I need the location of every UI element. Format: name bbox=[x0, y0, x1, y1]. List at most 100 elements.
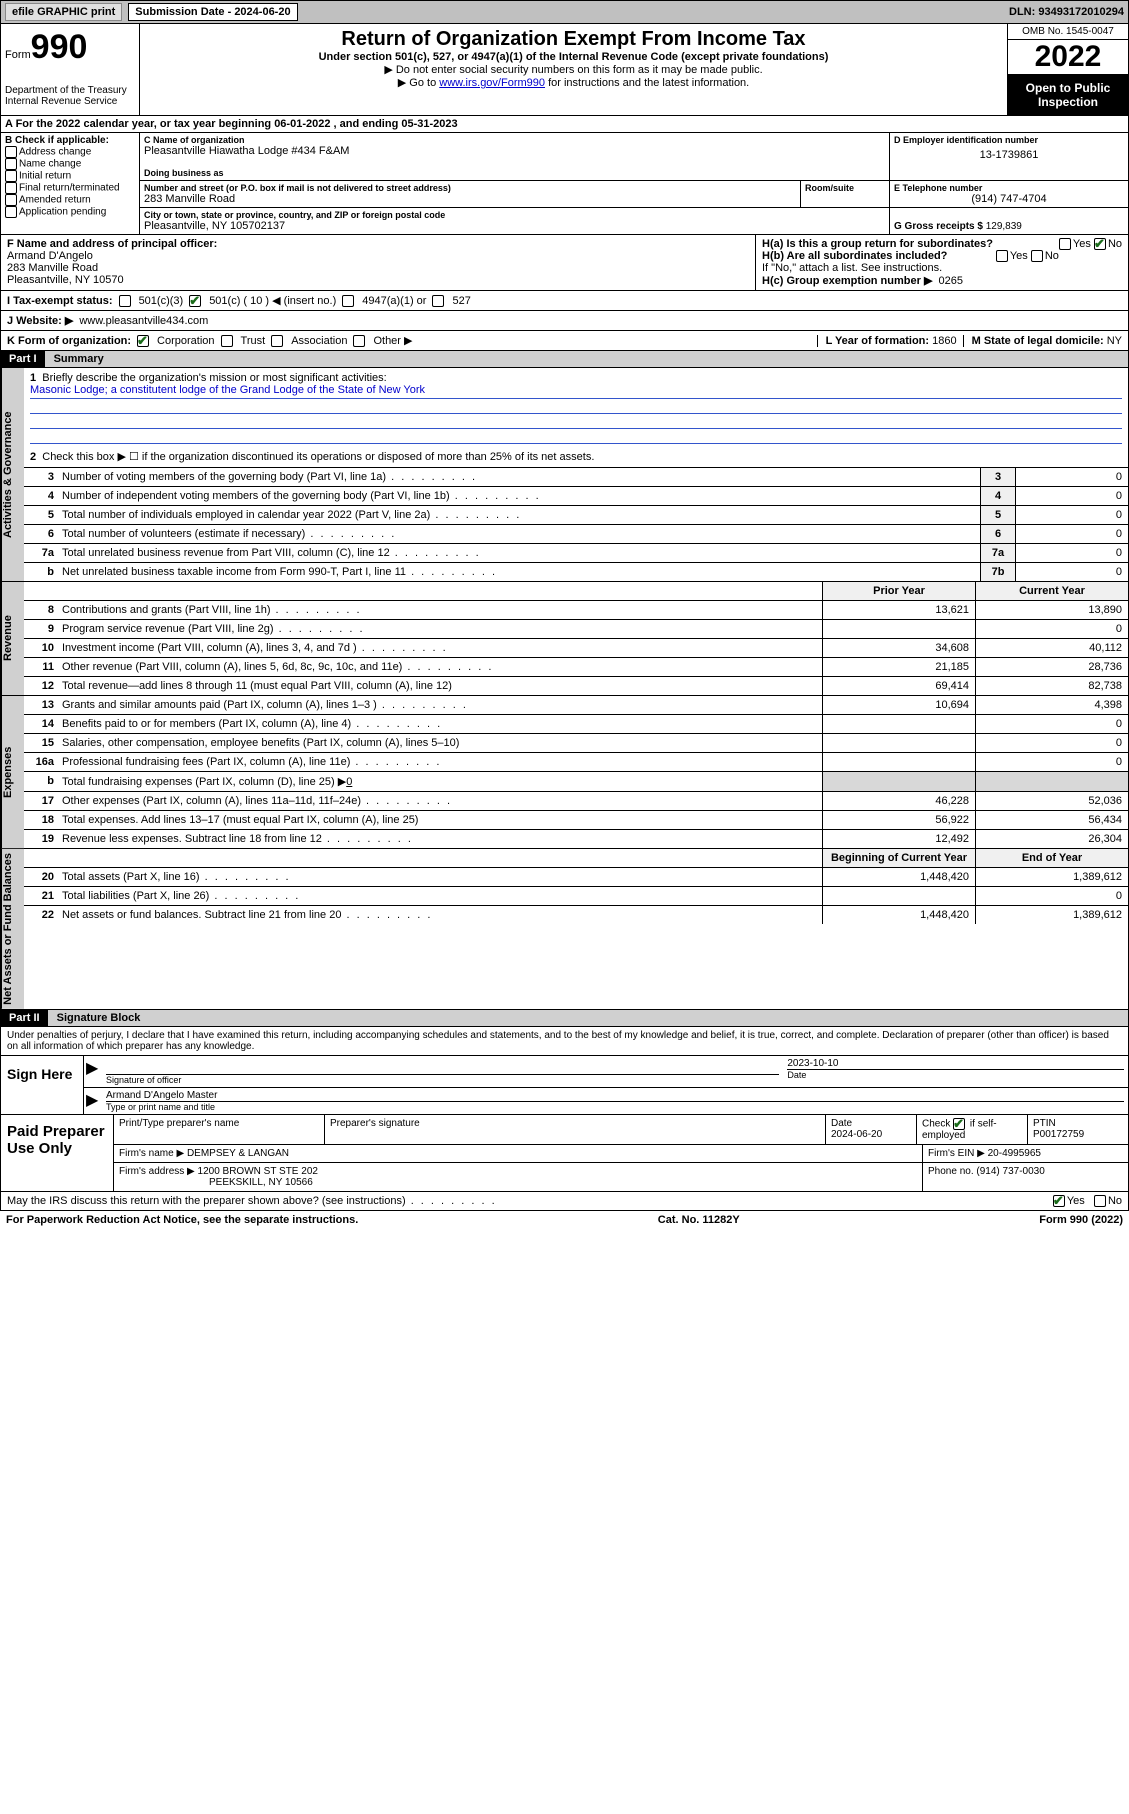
e20: 1,389,612 bbox=[975, 868, 1128, 886]
ha-yes: Yes bbox=[1073, 238, 1091, 250]
form-title-block: Return of Organization Exempt From Incom… bbox=[140, 24, 1008, 115]
b-opt-1: Name change bbox=[19, 159, 81, 170]
c9: 0 bbox=[975, 620, 1128, 638]
k-opt-0: Corporation bbox=[157, 335, 214, 347]
checkbox-527[interactable] bbox=[432, 295, 444, 307]
firm-ein-label: Firm's EIN ▶ bbox=[928, 1148, 985, 1159]
checkbox-ha-no[interactable] bbox=[1094, 238, 1106, 250]
checkbox-association[interactable] bbox=[271, 335, 283, 347]
c17: 52,036 bbox=[975, 792, 1128, 810]
checkbox-application-pending[interactable] bbox=[5, 206, 17, 218]
net-assets-block: Net Assets or Fund Balances Beginning of… bbox=[0, 849, 1129, 1010]
org-city: Pleasantville, NY 105702137 bbox=[144, 220, 885, 232]
checkbox-name-change[interactable] bbox=[5, 158, 17, 170]
i-opt2: 501(c) ( 10 ) ◀ (insert no.) bbox=[209, 294, 336, 307]
checkbox-501c3[interactable] bbox=[119, 295, 131, 307]
k-label: K Form of organization: bbox=[7, 335, 131, 347]
section-b-to-g: B Check if applicable: Address change Na… bbox=[0, 133, 1129, 235]
p19: 12,492 bbox=[822, 830, 975, 848]
checkbox-501c[interactable] bbox=[189, 295, 201, 307]
vtab-revenue: Revenue bbox=[1, 582, 24, 695]
checkbox-ha-yes[interactable] bbox=[1059, 238, 1071, 250]
footer-right: Form 990 (2022) bbox=[1039, 1214, 1123, 1226]
checkbox-hb-yes[interactable] bbox=[996, 250, 1008, 262]
l16a-text: Professional fundraising fees (Part IX, … bbox=[58, 753, 822, 771]
hc-label: H(c) Group exemption number ▶ bbox=[762, 275, 932, 287]
l9-text: Program service revenue (Part VIII, line… bbox=[58, 620, 822, 638]
firm-phone: (914) 737-0030 bbox=[976, 1166, 1044, 1177]
f-label: F Name and address of principal officer: bbox=[7, 238, 749, 250]
checkbox-amended-return[interactable] bbox=[5, 194, 17, 206]
sign-here-label: Sign Here bbox=[1, 1056, 84, 1114]
top-bar: efile GRAPHIC print Submission Date - 20… bbox=[0, 0, 1129, 24]
revenue-block: Revenue Prior YearCurrent Year 8Contribu… bbox=[0, 582, 1129, 696]
c-room-label: Room/suite bbox=[805, 183, 885, 193]
officer-name: Armand D'Angelo bbox=[7, 250, 749, 262]
hdr-begin: Beginning of Current Year bbox=[822, 849, 975, 867]
mission-blank-3 bbox=[30, 429, 1122, 444]
hdr-current: Current Year bbox=[975, 582, 1128, 600]
irs-discuss-row: May the IRS discuss this return with the… bbox=[0, 1192, 1129, 1211]
c-name-label: C Name of organization bbox=[144, 135, 885, 145]
checkbox-self-employed[interactable] bbox=[953, 1118, 965, 1130]
checkbox-hb-no[interactable] bbox=[1031, 250, 1043, 262]
part-1-header: Part I Summary bbox=[0, 351, 1129, 368]
f-officer: F Name and address of principal officer:… bbox=[1, 235, 756, 290]
c-city-label: City or town, state or province, country… bbox=[144, 210, 885, 220]
q7a-text: Total unrelated business revenue from Pa… bbox=[58, 544, 980, 562]
p9 bbox=[822, 620, 975, 638]
department-label: Department of the Treasury Internal Reve… bbox=[5, 85, 135, 107]
dln-label: DLN: 93493172010294 bbox=[1009, 6, 1124, 18]
p10: 34,608 bbox=[822, 639, 975, 657]
b-opt-5: Application pending bbox=[19, 207, 106, 218]
c13: 4,398 bbox=[975, 696, 1128, 714]
checkbox-address-change[interactable] bbox=[5, 146, 17, 158]
line-a-tax-year: A For the 2022 calendar year, or tax yea… bbox=[0, 116, 1129, 133]
p18: 56,922 bbox=[822, 811, 975, 829]
v6: 0 bbox=[1015, 525, 1128, 543]
checkbox-discuss-no[interactable] bbox=[1094, 1195, 1106, 1207]
l-label: L Year of formation: bbox=[826, 335, 930, 347]
b20: 1,448,420 bbox=[822, 868, 975, 886]
irs-link[interactable]: www.irs.gov/Form990 bbox=[439, 77, 545, 89]
firm-addr-label: Firm's address ▶ bbox=[119, 1166, 195, 1177]
b-header: B Check if applicable: bbox=[5, 135, 135, 146]
part-2-title: Signature Block bbox=[51, 1010, 147, 1026]
part-1-bar: Part I bbox=[1, 351, 45, 367]
v4: 0 bbox=[1015, 487, 1128, 505]
checkbox-final-return[interactable] bbox=[5, 182, 17, 194]
vtab-activities: Activities & Governance bbox=[1, 368, 24, 581]
arrow-icon: ▶ bbox=[84, 1088, 102, 1114]
p14 bbox=[822, 715, 975, 733]
l8-text: Contributions and grants (Part VIII, lin… bbox=[58, 601, 822, 619]
b-opt-2: Initial return bbox=[19, 171, 71, 182]
e21: 0 bbox=[975, 887, 1128, 905]
c-street-label: Number and street (or P.O. box if mail i… bbox=[144, 183, 796, 193]
g-gross-label: G Gross receipts $ bbox=[894, 221, 983, 232]
sig-officer-label: Signature of officer bbox=[106, 1074, 779, 1085]
k-opt-3: Other ▶ bbox=[373, 334, 412, 347]
org-name: Pleasantville Hiawatha Lodge #434 F&AM bbox=[144, 145, 885, 157]
ptin-label: PTIN bbox=[1033, 1118, 1056, 1129]
form-id-block: Form990 Department of the Treasury Inter… bbox=[1, 24, 140, 115]
form-note-1: ▶ Do not enter social security numbers o… bbox=[144, 63, 1003, 76]
ptin-value: P00172759 bbox=[1033, 1129, 1084, 1140]
p16b-grey bbox=[822, 772, 975, 791]
discuss-yes: Yes bbox=[1067, 1195, 1085, 1207]
checkbox-trust[interactable] bbox=[221, 335, 233, 347]
checkbox-initial-return[interactable] bbox=[5, 170, 17, 182]
q2-text: Check this box ▶ ☐ if the organization d… bbox=[42, 451, 594, 463]
c14: 0 bbox=[975, 715, 1128, 733]
c10: 40,112 bbox=[975, 639, 1128, 657]
hdr-end: End of Year bbox=[975, 849, 1128, 867]
line-k-l-m: K Form of organization: Corporation Trus… bbox=[0, 331, 1129, 351]
part-2-header: Part II Signature Block bbox=[0, 1010, 1129, 1027]
checkbox-discuss-yes[interactable] bbox=[1053, 1195, 1065, 1207]
checkbox-corporation[interactable] bbox=[137, 335, 149, 347]
checkbox-other[interactable] bbox=[353, 335, 365, 347]
mission-blank-1 bbox=[30, 399, 1122, 414]
checkbox-4947[interactable] bbox=[342, 295, 354, 307]
prep-name-header: Print/Type preparer's name bbox=[114, 1115, 325, 1144]
q5-text: Total number of individuals employed in … bbox=[58, 506, 980, 524]
efile-print-button[interactable]: efile GRAPHIC print bbox=[5, 3, 122, 21]
